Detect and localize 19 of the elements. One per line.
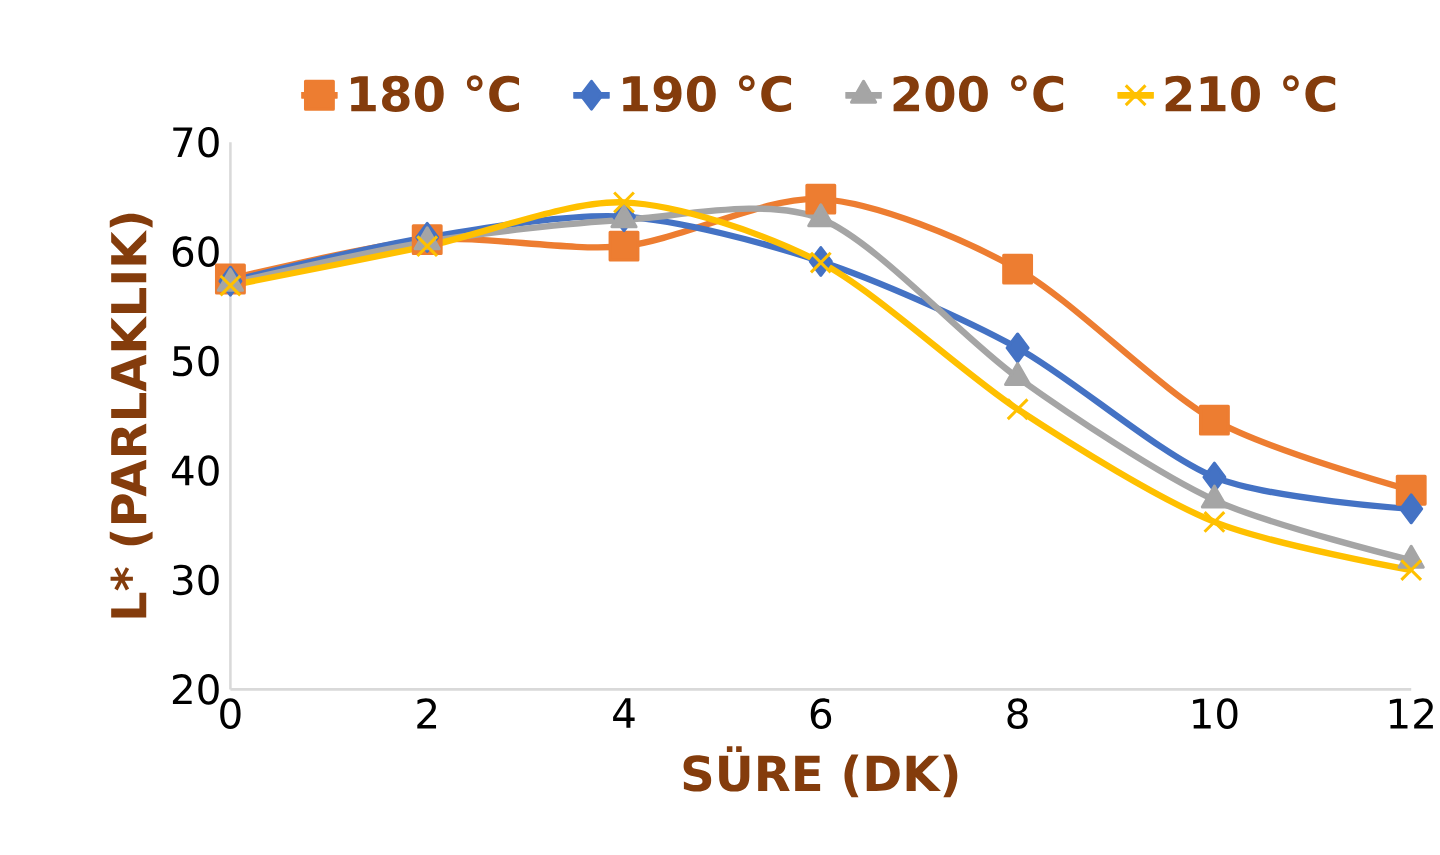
y-tick-label: 50 — [173, 345, 219, 377]
y-tick-label: 20 — [172, 674, 219, 705]
y-axis-title: L* (PARLAKLIK) — [109, 213, 153, 618]
legend-label: 210 °C — [1165, 75, 1336, 113]
x-tick-label: 8 — [1007, 698, 1028, 729]
y-tick-label: 60 — [172, 236, 219, 267]
x-axis-title: SÜRE (DK) — [683, 746, 958, 798]
legend-label: 200 °C — [893, 75, 1064, 113]
x-tick-label: 0 — [220, 698, 241, 729]
x-tick-label: 4 — [613, 698, 635, 728]
legend-label: 180 °C — [351, 75, 519, 113]
x-tick-label: 2 — [417, 698, 437, 729]
y-tick-label: 30 — [173, 564, 219, 596]
y-tick-label: 70 — [173, 126, 219, 158]
x-tick-label: 12 — [1389, 698, 1433, 729]
x-tick-label: 6 — [810, 698, 832, 729]
y-tick-label: 40 — [171, 455, 219, 486]
x-tick-label: 10 — [1193, 698, 1238, 729]
legend-label: 190 °C — [623, 75, 792, 113]
